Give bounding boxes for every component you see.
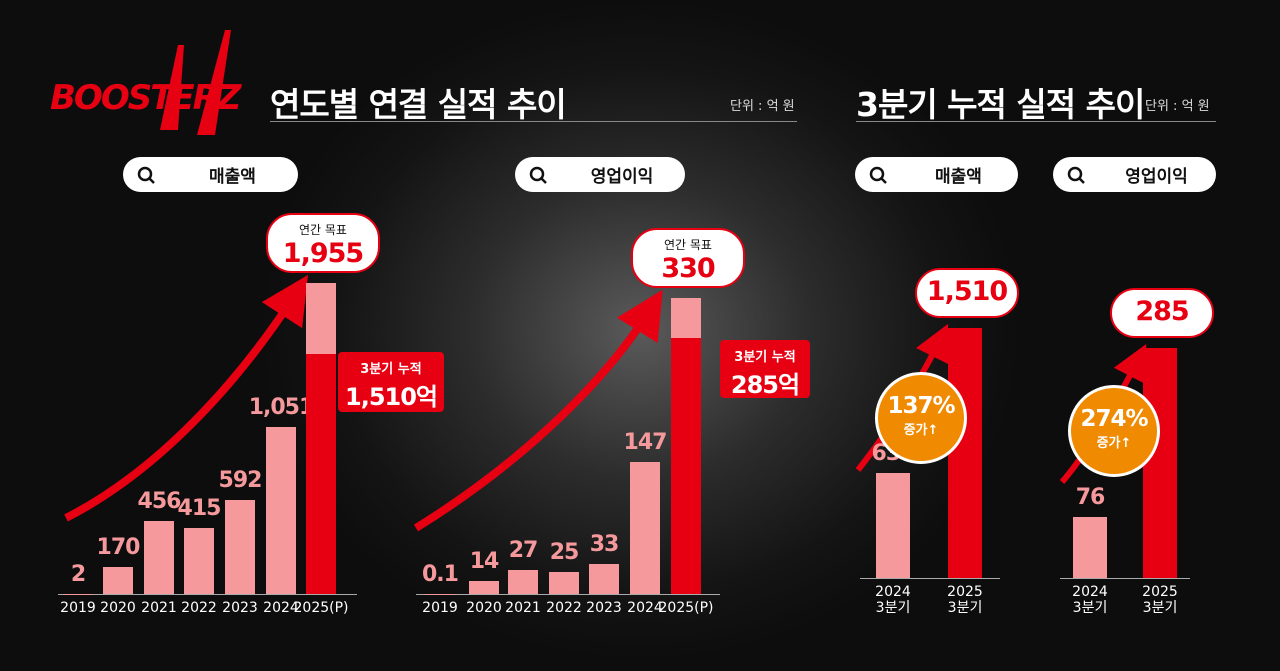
value-label: 415	[177, 495, 222, 521]
baseline	[1060, 578, 1190, 579]
unit-label: 단위 : 억 원	[1145, 99, 1210, 114]
section-title: 연도별 연결 실적 추이	[270, 85, 567, 124]
bar	[589, 564, 619, 594]
bar	[508, 569, 538, 594]
value-label: 147	[623, 430, 668, 456]
divider	[856, 121, 1216, 122]
growth-badge: 274% 증가↑	[1068, 385, 1160, 477]
growth-note: 증가↑	[903, 423, 939, 438]
search-box: 매출액	[123, 157, 298, 192]
baseline	[58, 594, 357, 595]
value-label: 76	[1075, 484, 1106, 510]
q3-bar	[306, 353, 336, 594]
search-box: 영업이익	[515, 157, 685, 192]
bar	[1143, 348, 1177, 578]
target-callout: 285	[1110, 288, 1214, 338]
bar	[876, 472, 910, 578]
search-icon	[869, 166, 887, 184]
x-tick-label: 2020	[100, 600, 136, 616]
chart-title: 영업이익	[1125, 167, 1188, 187]
bar	[225, 499, 255, 594]
q3-value: 1,510억	[345, 383, 438, 411]
x-tick-label: 2024	[263, 600, 299, 616]
value-label: 1,955	[282, 238, 364, 269]
x-tick-label: 2019	[422, 600, 458, 616]
x-tick-label: 2025(P)	[658, 600, 714, 616]
x-tick-label: 2025(P)	[293, 600, 349, 616]
value-label: 33	[589, 532, 620, 558]
growth-note: 증가↑	[1096, 436, 1132, 451]
value-label: 330	[661, 253, 715, 284]
search-box: 영업이익	[1053, 157, 1216, 192]
value-label: 592	[218, 467, 263, 493]
x-tick-label: 2022	[546, 600, 582, 616]
x-tick-label: 2021	[141, 600, 177, 616]
search-box: 매출액	[855, 157, 1018, 192]
x-tick-label: 2023	[586, 600, 622, 616]
divider	[270, 121, 797, 122]
value-label: 1,510	[926, 276, 1008, 307]
chart-title: 매출액	[935, 167, 982, 187]
callout-label: 연간 목표	[664, 238, 712, 252]
target-callout: 연간 목표 330	[631, 228, 745, 288]
bar	[144, 521, 174, 594]
bar	[549, 571, 579, 594]
value-label: 27	[508, 537, 539, 563]
q3-bar	[671, 338, 701, 594]
q3-label: 3분기 누적	[734, 350, 796, 365]
bar	[103, 566, 133, 594]
search-icon	[1067, 166, 1085, 184]
value-label: 170	[96, 534, 141, 560]
bar	[469, 581, 499, 594]
growth-label: 137%	[887, 393, 955, 419]
bar	[630, 462, 660, 594]
growth-badge: 137% 증가↑	[875, 372, 967, 464]
section-title: 3분기 누적 실적 추이	[856, 85, 1145, 124]
search-icon	[137, 166, 155, 184]
x-tick-label: 2024 3분기	[875, 584, 911, 616]
bar	[184, 527, 214, 594]
bar	[948, 328, 982, 578]
baseline	[416, 594, 720, 595]
logo: BOOSTERZ	[50, 78, 241, 118]
search-icon	[529, 166, 547, 184]
chart-title: 영업이익	[590, 167, 654, 187]
target-callout: 1,510	[915, 268, 1019, 318]
value-label: 1,051	[248, 394, 315, 420]
x-tick-label: 2023	[222, 600, 258, 616]
value-label: 14	[469, 549, 500, 575]
x-tick-label: 2019	[60, 600, 96, 616]
bar	[1073, 516, 1107, 578]
x-tick-label: 2020	[466, 600, 502, 616]
x-tick-label: 2025 3분기	[1142, 584, 1178, 616]
x-tick-label: 2022	[181, 600, 217, 616]
callout-label: 연간 목표	[299, 223, 347, 237]
unit-label: 단위 : 억 원	[730, 99, 795, 114]
q3-callout: 3분기 누적 285억	[720, 340, 810, 399]
value-label: 2	[70, 561, 86, 587]
value-label: 25	[549, 539, 580, 565]
bar	[266, 426, 296, 594]
baseline	[860, 578, 1000, 579]
q3-value: 285억	[730, 371, 800, 399]
x-tick-label: 2024 3분기	[1072, 584, 1108, 616]
value-label: 456	[137, 489, 182, 515]
x-tick-label: 2021	[505, 600, 541, 616]
x-tick-label: 2024	[627, 600, 663, 616]
q3-callout: 3분기 누적 1,510억	[338, 352, 444, 412]
value-label: 285	[1135, 296, 1189, 327]
target-callout: 연간 목표 1,955	[266, 213, 380, 273]
value-label: 0.1	[422, 561, 459, 587]
growth-label: 274%	[1080, 406, 1148, 432]
chart-title: 매출액	[209, 167, 256, 187]
q3-label: 3분기 누적	[360, 362, 422, 377]
x-tick-label: 2025 3분기	[947, 584, 983, 616]
